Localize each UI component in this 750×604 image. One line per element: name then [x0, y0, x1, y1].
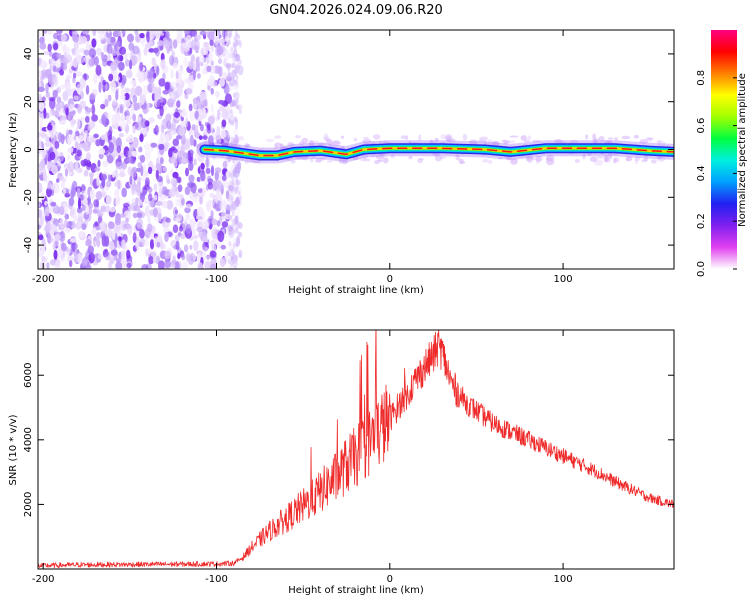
y-tick-label: 0 [23, 146, 34, 152]
spectrogram-y-ticks: -40 -20 0 20 40 [23, 48, 674, 253]
chart-title: GN04.2026.024.09.06.R20 [269, 3, 443, 18]
x-tick-label: -100 [205, 274, 228, 285]
colorbar-ticks: 0.0 0.2 0.4 0.6 0.8 [696, 70, 737, 277]
colorbar-tick-label: 0.6 [696, 118, 707, 134]
colorbar-tick-label: 0.8 [696, 70, 707, 86]
colorbar-tick-label: 0.2 [696, 213, 707, 229]
spectrogram-x-label: Height of straight line (km) [288, 285, 424, 296]
y-tick-label: 2000 [23, 492, 34, 517]
spectrogram-y-label: Frequency (Hz) [8, 112, 19, 188]
x-tick-label: -100 [205, 574, 228, 585]
x-tick-label: -200 [32, 574, 55, 585]
snr-x-label: Height of straight line (km) [288, 585, 424, 596]
y-tick-label: 6000 [23, 362, 34, 387]
y-tick-label: -20 [23, 189, 34, 205]
snr-x-ticks: -200 -100 0 100 [32, 330, 573, 585]
snr-series-line [38, 330, 674, 569]
colorbar: 0.0 0.2 0.4 0.6 0.8 Normalized spectral ampl… [696, 30, 748, 277]
y-tick-label: -40 [23, 237, 34, 253]
colorbar-tick-label: 0.4 [696, 165, 707, 181]
colorbar-strip [711, 30, 737, 269]
signal-frequency-track [196, 140, 674, 164]
snr-y-label: SNR (10 * v/v) [8, 414, 19, 485]
snr-frame [37, 329, 675, 570]
colorbar-tick-label: 0.0 [696, 261, 707, 277]
y-tick-label: 20 [23, 95, 34, 108]
snr-panel: -200 -100 0 100 2000 4000 6000 Height of stra… [8, 329, 675, 596]
snr-y-ticks: 2000 4000 6000 [23, 362, 674, 517]
y-tick-label: 40 [23, 48, 34, 61]
spectrogram-x-ticks: -200 -100 0 100 [32, 30, 573, 285]
colorbar-label: Normalized spectral amplitude [737, 73, 748, 227]
x-tick-label: -200 [32, 274, 55, 285]
x-tick-label: 0 [387, 274, 393, 285]
x-tick-label: 0 [387, 574, 393, 585]
x-tick-label: 100 [554, 574, 573, 585]
y-tick-label: 4000 [23, 427, 34, 452]
x-tick-label: 100 [554, 274, 573, 285]
